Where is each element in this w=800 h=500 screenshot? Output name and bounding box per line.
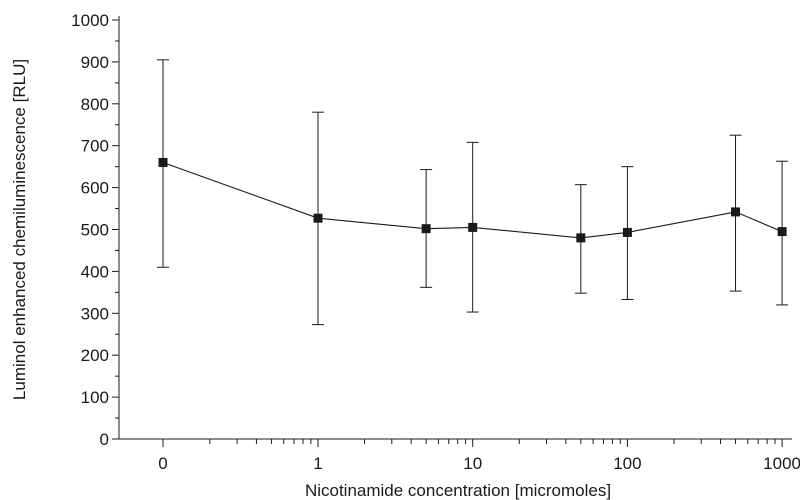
data-point: [777, 227, 787, 237]
x-tick-label-1: 1: [313, 454, 322, 473]
x-tick-label-0: 0: [158, 454, 167, 473]
y-tick-label-300: 300: [81, 304, 109, 323]
data-point: [421, 224, 431, 234]
y-tick-label-500: 500: [81, 221, 109, 240]
data-point: [731, 207, 741, 217]
y-axis-title: Luminol enhanced chemiluminescence [RLU]: [10, 59, 29, 400]
x-tick-label-1000: 1000: [763, 454, 800, 473]
axes: [118, 16, 792, 440]
data-point: [468, 222, 478, 232]
x-tick-label-100: 100: [613, 454, 641, 473]
data-point: [576, 233, 586, 243]
y-tick-label-1000: 1000: [71, 11, 109, 30]
y-tick-label-400: 400: [81, 262, 109, 281]
y-tick-label-700: 700: [81, 137, 109, 156]
y-tick-label-800: 800: [81, 95, 109, 114]
x-axis-title: Nicotinamide concentration [micromoles]: [305, 481, 611, 500]
y-tick-label-200: 200: [81, 346, 109, 365]
y-ticks: 0 100 200 300 400 500 600 700 800 900 1000: [71, 11, 119, 449]
data-point: [158, 157, 168, 167]
y-tick-label-600: 600: [81, 179, 109, 198]
series-line-0: [162, 161, 783, 239]
x-ticks: 0 1 10 100 1000: [158, 439, 800, 473]
data-point: [622, 227, 632, 237]
x-tick-label-10: 10: [463, 454, 482, 473]
y-tick-label-0: 0: [100, 430, 109, 449]
y-tick-label-900: 900: [81, 53, 109, 72]
y-tick-label-100: 100: [81, 388, 109, 407]
data-point: [313, 213, 323, 223]
series-group: [157, 59, 789, 326]
